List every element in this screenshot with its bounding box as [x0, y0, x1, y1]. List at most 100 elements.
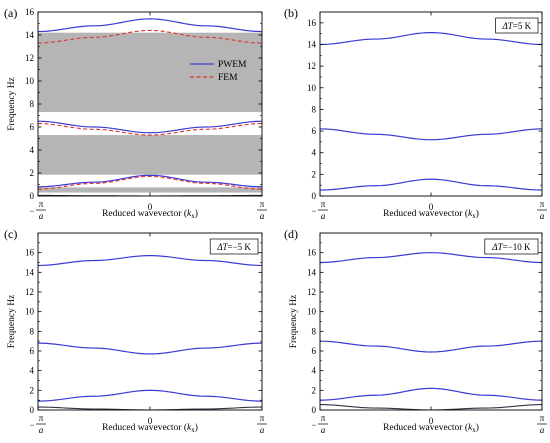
x-axis-label-subscript: x: [472, 426, 476, 434]
x-axis-label: Reduced wavevector (kx): [383, 422, 479, 434]
x-tick-denominator: a: [39, 425, 44, 435]
plot-frame: [37, 232, 263, 411]
y-tick-label: 14: [307, 39, 317, 49]
x-tick-numerator: π: [540, 199, 545, 209]
y-tick-label: 4: [312, 366, 317, 376]
y-tick-label: 8: [312, 104, 317, 114]
delta-t-value: =−10 K: [503, 242, 531, 252]
pwem-band-1: [320, 178, 542, 191]
x-axis-label-k: k: [468, 209, 473, 219]
legend: PWEM FEM: [190, 60, 247, 83]
y-tick-label: 12: [307, 61, 316, 71]
y-tick-label: 16: [307, 18, 317, 28]
pwem-band-4: [38, 255, 262, 267]
x-axis-label-subscript: x: [191, 426, 195, 434]
y-tick-label: 12: [25, 287, 34, 297]
plot-area: [38, 18, 262, 196]
x-axis-label-text: Reduced wavevector (: [383, 422, 468, 433]
x-tick-denominator: a: [321, 211, 326, 221]
y-tick-label: 8: [312, 326, 317, 336]
pwem-band-4: [320, 252, 542, 264]
x-tick-numerator: π: [260, 413, 265, 423]
pwem-band-4: [38, 18, 262, 33]
y-tick-label: 0: [30, 405, 35, 415]
y-tick-label: 4: [30, 145, 35, 155]
delta-t-value: =5 K: [513, 21, 532, 31]
y-tick-label: 10: [307, 83, 317, 93]
x-tick-numerator: π: [321, 199, 326, 209]
delta-t-annotation: ΔT=5 K: [501, 21, 531, 31]
panel-label: (a): [4, 6, 17, 20]
x-tick-numerator: π: [39, 413, 44, 423]
y-tick-label: 2: [312, 169, 317, 179]
x-tick-sign: −: [29, 206, 34, 216]
y-tick-label: 8: [30, 326, 35, 336]
plot-area: [38, 255, 262, 410]
y-tick-label: 2: [30, 168, 35, 178]
x-axis-label-k: k: [187, 423, 192, 433]
x-axis-label-subscript: x: [191, 212, 195, 220]
pwem-band-2: [38, 389, 262, 402]
plot-area: [320, 31, 542, 191]
y-tick-label: 10: [307, 307, 317, 317]
y-tick-label: 16: [25, 248, 35, 258]
delta-t-annotation: ΔT=−5 K: [216, 242, 251, 252]
y-tick-label: 12: [25, 53, 34, 63]
pwem-band-2: [38, 174, 262, 188]
fem-band-3: [38, 29, 262, 44]
annotation-box: [209, 238, 259, 255]
y-tick-label: 16: [25, 7, 35, 17]
y-tick-label: 6: [312, 126, 317, 136]
y-tick-label: 0: [312, 191, 317, 201]
delta-t-annotation: ΔT=−10 K: [491, 242, 531, 252]
y-tick-label: 2: [312, 385, 317, 395]
plot-frame: [319, 11, 543, 197]
x-tick-denominator: a: [321, 425, 326, 435]
x-tick-sign: −: [29, 420, 34, 430]
x-axis-label-k: k: [187, 209, 192, 219]
y-tick-label: 14: [25, 30, 35, 40]
x-axis-label-close: ): [195, 208, 198, 219]
delta-t-value: =−5 K: [228, 242, 252, 252]
pwem-band-3: [320, 31, 542, 46]
x-tick-numerator: π: [540, 413, 545, 423]
y-tick-label: 0: [312, 405, 317, 415]
x-tick-sign: −: [311, 206, 316, 216]
x-tick-numerator: π: [260, 199, 265, 209]
band-gap-region: [38, 187, 262, 193]
x-tick-label: 0: [148, 416, 153, 426]
x-tick-label: 0: [429, 416, 434, 426]
pwem-band-1: [38, 406, 262, 410]
pwem-band-2: [320, 387, 542, 401]
y-tick-label: 14: [307, 267, 317, 277]
y-tick-label: 16: [307, 248, 317, 258]
panel-label: (d): [284, 227, 298, 241]
y-tick-label: 10: [25, 76, 35, 86]
plot-area: [320, 252, 542, 410]
x-axis-label-subscript: x: [472, 212, 476, 220]
y-axis-label: Frequency Hz: [7, 77, 17, 131]
x-tick-label: 0: [429, 202, 434, 212]
x-axis-label-close: ): [476, 422, 479, 433]
x-axis-label-text: Reduced wavevector (: [102, 422, 187, 433]
delta-t-symbol: ΔT: [216, 242, 228, 252]
y-tick-label: 14: [25, 267, 35, 277]
x-axis-label-text: Reduced wavevector (: [383, 208, 468, 219]
y-tick-label: 6: [312, 346, 317, 356]
x-axis-label-k: k: [468, 423, 473, 433]
pwem-band-2: [320, 128, 542, 141]
x-axis-label-close: ): [476, 208, 479, 219]
y-tick-label: 4: [312, 148, 317, 158]
legend-label-pwem: PWEM: [218, 60, 247, 70]
pwem-band-3: [38, 342, 262, 355]
x-tick-label: 0: [148, 202, 153, 212]
y-tick-label: 2: [30, 385, 35, 395]
x-axis-label: Reduced wavevector (kx): [102, 208, 198, 220]
x-axis-label-close: ): [195, 422, 198, 433]
x-axis-label: Reduced wavevector (kx): [383, 208, 479, 220]
